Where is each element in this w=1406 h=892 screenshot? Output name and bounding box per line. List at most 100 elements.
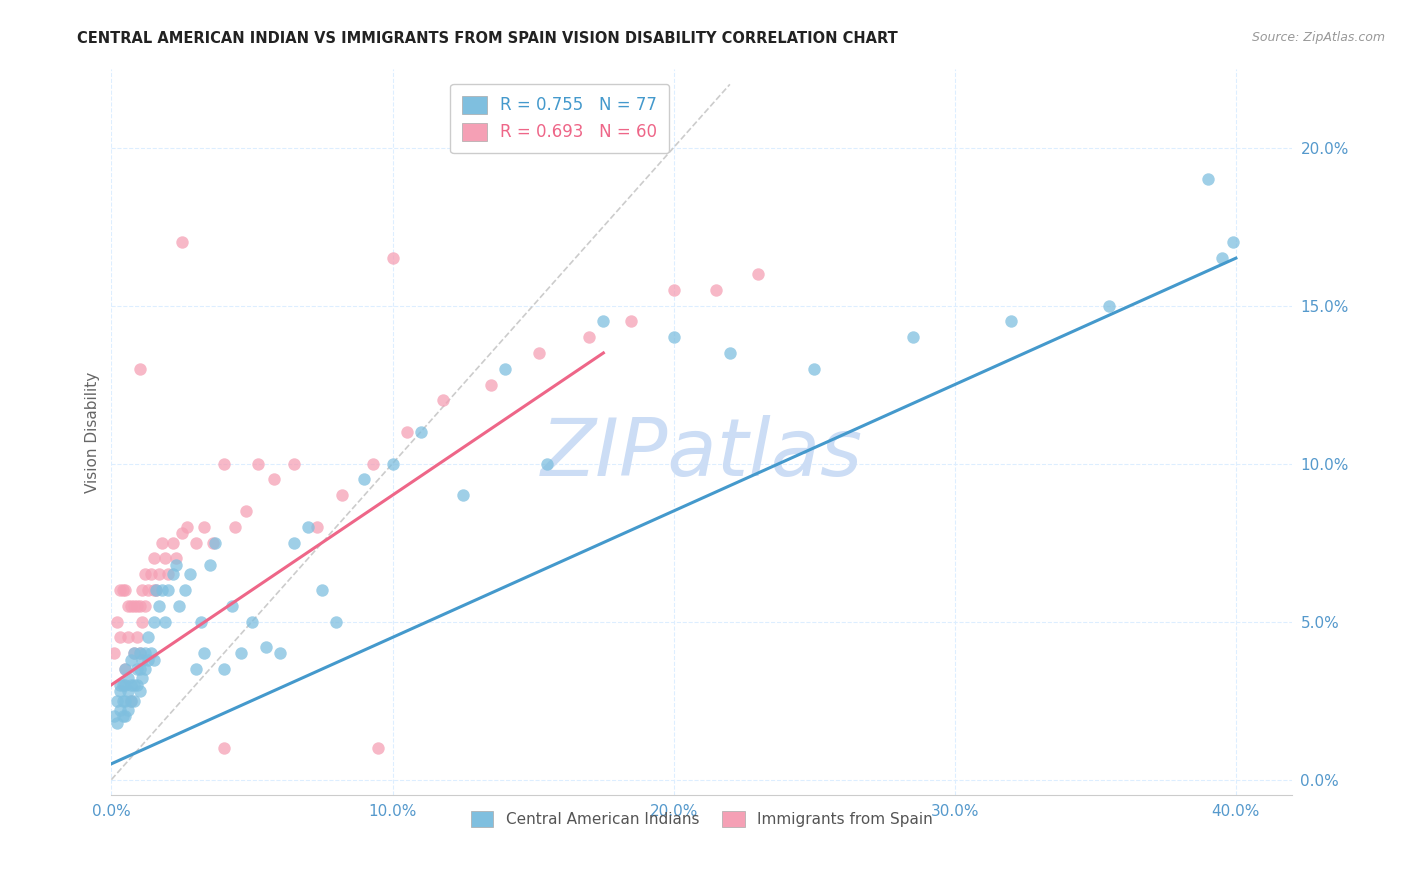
Point: [128, 361, 150, 376]
Point: [134, 567, 156, 582]
Point: [122, 599, 145, 613]
Point: [108, 703, 131, 717]
Point: [263, 472, 285, 486]
Point: [122, 646, 145, 660]
Point: [212, 741, 235, 756]
Point: [179, 567, 201, 582]
Point: [153, 551, 176, 566]
Point: [409, 425, 432, 439]
Point: [221, 599, 243, 613]
Point: [201, 535, 224, 549]
Point: [125, 678, 148, 692]
Point: [108, 582, 131, 597]
Point: [527, 346, 550, 360]
Point: [269, 646, 291, 660]
Point: [176, 520, 198, 534]
Point: [148, 567, 170, 582]
Point: [105, 615, 128, 629]
Point: [229, 646, 252, 660]
Point: [592, 314, 614, 328]
Point: [134, 646, 156, 660]
Point: [246, 457, 269, 471]
Point: [134, 599, 156, 613]
Point: [311, 582, 333, 597]
Point: [134, 662, 156, 676]
Point: [120, 599, 142, 613]
Point: [145, 582, 167, 597]
Point: [136, 652, 159, 666]
Point: [536, 457, 558, 471]
Point: [165, 558, 187, 572]
Point: [148, 599, 170, 613]
Point: [162, 535, 184, 549]
Point: [297, 520, 319, 534]
Point: [136, 582, 159, 597]
Point: [240, 615, 263, 629]
Point: [170, 526, 193, 541]
Point: [108, 678, 131, 692]
Point: [114, 662, 136, 676]
Point: [283, 535, 305, 549]
Point: [204, 535, 226, 549]
Point: [117, 631, 139, 645]
Point: [361, 457, 384, 471]
Text: ZIPatlas: ZIPatlas: [541, 415, 863, 492]
Point: [117, 599, 139, 613]
Point: [117, 672, 139, 686]
Text: Source: ZipAtlas.com: Source: ZipAtlas.com: [1251, 31, 1385, 45]
Point: [139, 646, 162, 660]
Point: [122, 678, 145, 692]
Point: [117, 684, 139, 698]
Point: [212, 662, 235, 676]
Point: [139, 567, 162, 582]
Point: [167, 599, 190, 613]
Point: [105, 715, 128, 730]
Point: [128, 684, 150, 698]
Point: [451, 488, 474, 502]
Point: [395, 425, 418, 439]
Point: [901, 330, 924, 344]
Point: [108, 684, 131, 698]
Point: [131, 615, 153, 629]
Point: [142, 551, 165, 566]
Point: [125, 662, 148, 676]
Point: [136, 631, 159, 645]
Point: [142, 582, 165, 597]
Point: [150, 535, 173, 549]
Point: [156, 582, 179, 597]
Point: [1000, 314, 1022, 328]
Point: [131, 652, 153, 666]
Point: [131, 672, 153, 686]
Point: [283, 457, 305, 471]
Point: [190, 615, 212, 629]
Point: [162, 567, 184, 582]
Point: [103, 709, 125, 723]
Point: [111, 709, 134, 723]
Point: [1197, 172, 1219, 186]
Point: [803, 361, 825, 376]
Point: [325, 615, 347, 629]
Point: [184, 662, 207, 676]
Point: [353, 472, 375, 486]
Point: [128, 646, 150, 660]
Point: [128, 646, 150, 660]
Point: [718, 346, 741, 360]
Point: [114, 678, 136, 692]
Point: [128, 662, 150, 676]
Point: [117, 703, 139, 717]
Point: [193, 520, 215, 534]
Point: [145, 582, 167, 597]
Point: [1098, 299, 1121, 313]
Point: [111, 582, 134, 597]
Point: [114, 693, 136, 707]
Point: [142, 615, 165, 629]
Point: [114, 709, 136, 723]
Point: [305, 520, 328, 534]
Point: [235, 504, 257, 518]
Point: [173, 582, 195, 597]
Point: [704, 283, 727, 297]
Point: [170, 235, 193, 250]
Point: [111, 678, 134, 692]
Point: [111, 693, 134, 707]
Point: [184, 535, 207, 549]
